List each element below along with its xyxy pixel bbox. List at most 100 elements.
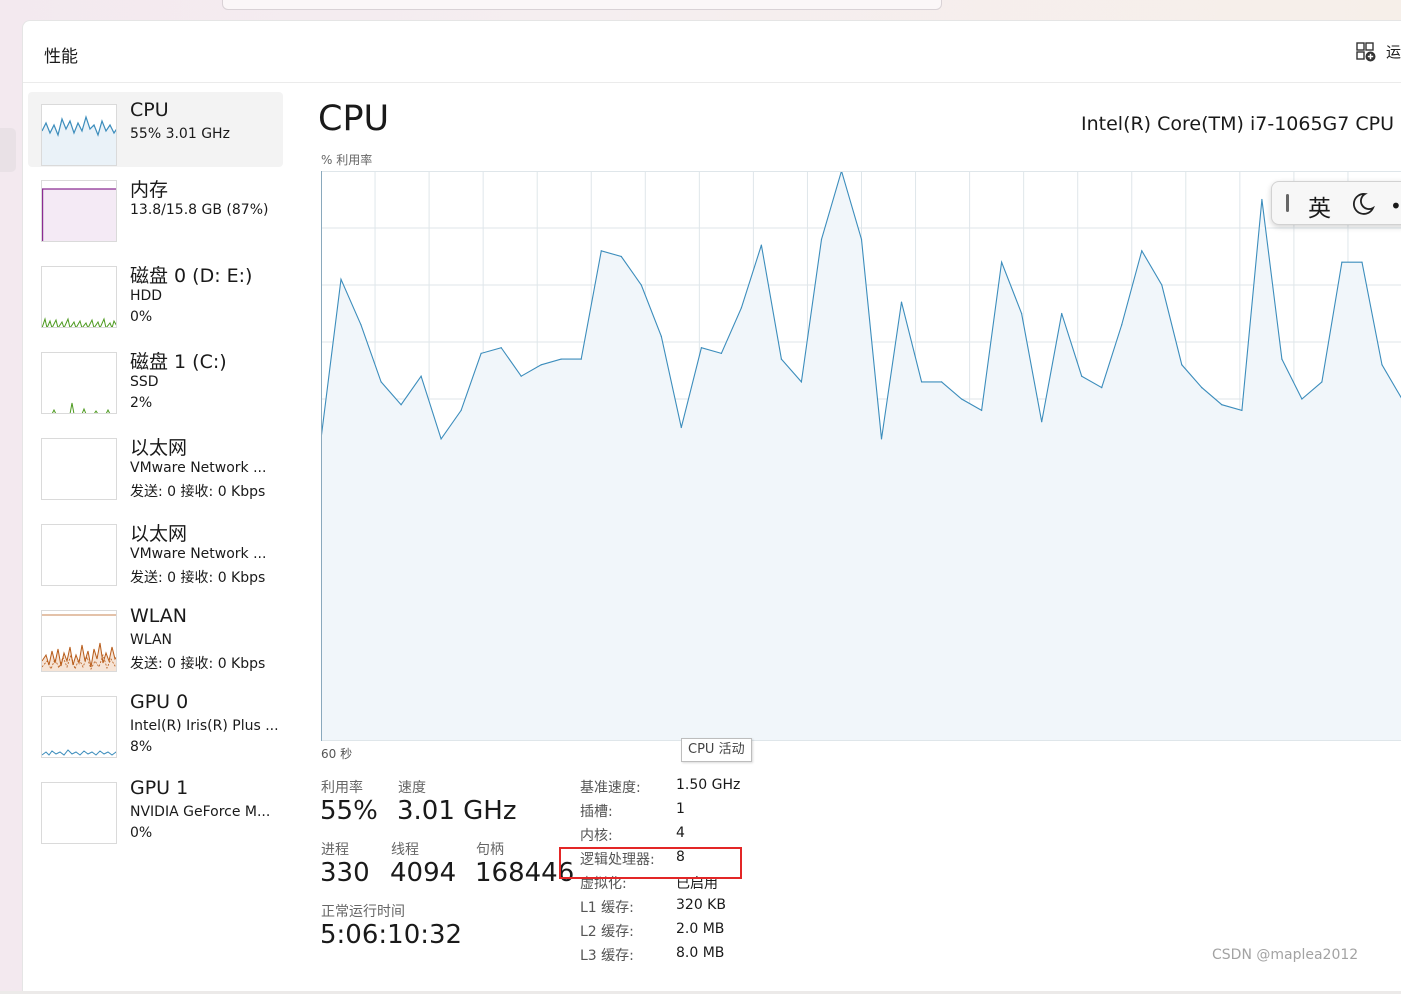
run-new-task-button[interactable]: 运 [1356, 41, 1401, 62]
sidebar-item-gpu-0[interactable]: GPU 0 Intel(R) Iris(R) Plus ... 8% [28, 684, 283, 759]
cpu-data-point [900, 301, 903, 303]
window-bottom-border [0, 991, 1401, 994]
sidebar-item-name: 以太网 [130, 523, 188, 545]
spec-l3-cache-label: L3 缓存: [580, 948, 634, 964]
sidebar-item-wlan[interactable]: WLAN WLAN 发送: 0 接收: 0 Kbps [28, 598, 283, 673]
cpu-data-point [1001, 261, 1003, 263]
utilization-value: 55% [320, 796, 378, 826]
cpu-data-point [1221, 404, 1223, 406]
punctuation-dot-icon[interactable]: • [1390, 194, 1401, 218]
sidebar-item-disk-0[interactable]: 磁盘 0 (D: E:) HDD 0% [28, 254, 283, 329]
cpu-data-point [1181, 364, 1183, 366]
cpu-data-point [680, 426, 682, 429]
wlan-thumbnail [41, 610, 117, 672]
disk0-thumbnail [41, 266, 117, 328]
uptime-label: 正常运行时间 [321, 904, 405, 920]
cpu-data-point [820, 238, 823, 240]
cpu-data-point [860, 238, 863, 240]
cpu-data-point [600, 250, 602, 252]
threads-value: 4094 [390, 858, 457, 888]
ime-drag-handle[interactable] [1286, 194, 1289, 212]
cpu-data-point [1161, 284, 1163, 286]
cpu-data-point [780, 358, 782, 360]
cpu-series-points [321, 171, 1383, 440]
sidebar-item-detail: NVIDIA GeForce M... [130, 804, 271, 820]
cpu-thumbnail [41, 104, 117, 166]
sidebar-item-name: 内存 [130, 179, 169, 201]
spec-l2-cache-label: L2 缓存: [580, 924, 634, 940]
cpu-data-point [1201, 387, 1203, 389]
spec-sockets-label: 插槽: [580, 804, 613, 820]
cpu-utilization-graph [321, 171, 1401, 741]
main-title: CPU [318, 99, 390, 139]
cpu-data-point [981, 409, 983, 411]
moon-icon[interactable] [1350, 191, 1376, 217]
ime-toolbar[interactable]: 英 • [1271, 181, 1401, 225]
cpu-data-point [580, 358, 582, 360]
cpu-data-point [1041, 421, 1043, 423]
memory-thumbnail [41, 180, 117, 242]
cpu-data-point [360, 324, 362, 326]
gpu1-thumbnail [41, 782, 117, 844]
cpu-data-point [1341, 261, 1343, 263]
cpu-data-point [1241, 409, 1243, 411]
sidebar-item-name: 以太网 [130, 437, 188, 459]
annotation-highlight-box [559, 847, 742, 879]
cpu-data-point [440, 438, 442, 440]
cpu-data-point [1081, 375, 1083, 377]
top-search-bar[interactable] [222, 0, 942, 10]
handles-value: 168446 [475, 858, 575, 888]
spec-l3-cache-value: 8.0 MB [676, 945, 725, 961]
sidebar-item-detail: VMware Network ... [130, 460, 267, 476]
cpu-data-point [1141, 250, 1143, 252]
spec-logical-processors-label: 逻辑处理器: [580, 852, 655, 868]
sidebar-item-detail: VMware Network ... [130, 546, 267, 562]
nav-expand-tab[interactable] [0, 128, 16, 172]
spec-l1-cache-value: 320 KB [676, 897, 726, 913]
cpu-data-point [880, 438, 883, 440]
ime-language-toggle[interactable]: 英 [1308, 196, 1331, 222]
cpu-data-point [1021, 312, 1023, 315]
cpu-data-point [520, 375, 522, 377]
cpu-data-point [720, 352, 722, 354]
sidebar-item-cpu[interactable]: CPU 55% 3.01 GHz [28, 92, 283, 167]
sidebar-item-detail: WLAN [130, 632, 173, 648]
spec-cores-label: 内核: [580, 828, 613, 844]
cpu-model-name: Intel(R) Core(TM) i7-1065G7 CPU [1081, 113, 1395, 135]
uptime-value: 5:06:10:32 [320, 920, 463, 950]
cpu-data-point [1261, 198, 1263, 201]
cpu-data-point [800, 381, 802, 383]
spec-l2-cache-value: 2.0 MB [676, 921, 725, 937]
sidebar-item-detail: 55% 3.01 GHz [130, 126, 230, 142]
cpu-data-point [941, 381, 943, 383]
sidebar-item-name: 磁盘 1 (C:) [130, 351, 227, 373]
sidebar-item-gpu-1[interactable]: GPU 1 NVIDIA GeForce M... 0% [28, 770, 283, 845]
cpu-data-point [1361, 261, 1363, 263]
sidebar-item-name: WLAN [130, 605, 188, 627]
cpu-data-point [420, 375, 422, 377]
cpu-activity-tooltip: CPU 活动 [681, 738, 752, 762]
spec-cores-value: 4 [676, 825, 685, 841]
spec-base-speed-value: 1.50 GHz [676, 777, 741, 793]
cpu-data-point [1381, 364, 1383, 366]
sidebar-item-ethernet-2[interactable]: 以太网 VMware Network ... 发送: 0 接收: 0 Kbps [28, 512, 283, 587]
cpu-data-point [480, 352, 482, 354]
sidebar-item-disk-1[interactable]: 磁盘 1 (C:) SSD 2% [28, 340, 283, 415]
sidebar-item-throughput: 发送: 0 接收: 0 Kbps [130, 656, 266, 672]
sidebar-item-name: GPU 1 [130, 777, 189, 799]
cpu-data-point [1101, 387, 1103, 389]
sidebar-item-detail: 13.8/15.8 GB (87%) [130, 202, 269, 218]
sidebar-item-ethernet-1[interactable]: 以太网 VMware Network ... 发送: 0 接收: 0 Kbps [28, 426, 283, 501]
spec-virtualization-label: 虚拟化: [580, 876, 627, 892]
run-task-label: 运 [1386, 43, 1401, 61]
sidebar-item-memory[interactable]: 内存 13.8/15.8 GB (87%) [28, 168, 283, 243]
speed-label: 速度 [398, 780, 426, 796]
cpu-data-point [700, 347, 702, 349]
sidebar-item-usage: 0% [130, 825, 153, 841]
task-manager-window: 性能 运 CPU 55% 3.01 GHz [22, 20, 1401, 991]
cpu-data-point [620, 255, 622, 258]
spec-l1-cache-label: L1 缓存: [580, 900, 634, 916]
cpu-data-point [1321, 381, 1323, 383]
cpu-data-point [460, 409, 462, 411]
spec-sockets-value: 1 [676, 801, 685, 817]
